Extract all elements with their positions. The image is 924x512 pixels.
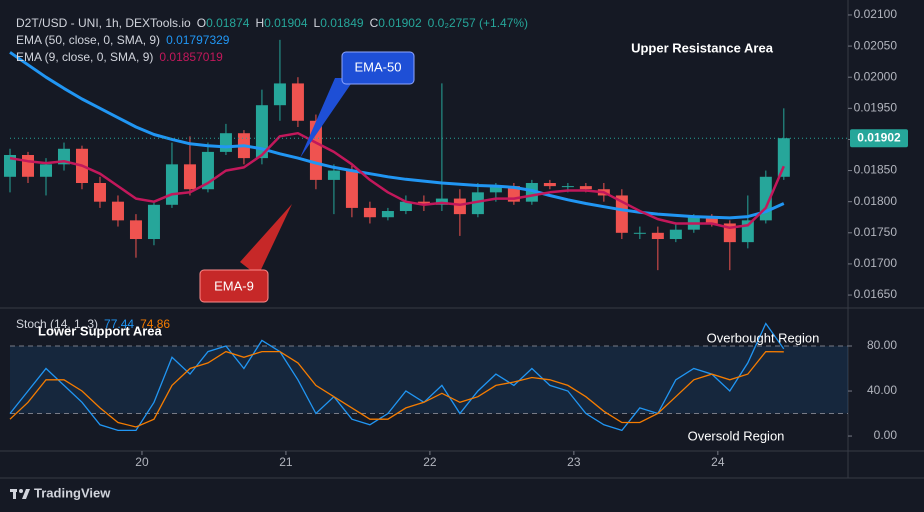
ohlc-value: 0.01874: [206, 16, 250, 30]
x-tick-label: 20: [135, 455, 149, 469]
brand-logo: [10, 489, 30, 499]
annotation: Oversold Region: [688, 428, 785, 443]
legend-value: 0.01797329: [166, 33, 230, 47]
annotation: Overbought Region: [707, 330, 820, 345]
ohlc-key: O: [197, 16, 206, 30]
logo-part: [22, 489, 30, 499]
price-change: 0.0₂2757 (+1.47%): [428, 16, 528, 30]
x-tick-label: 24: [711, 455, 725, 469]
y-tick-label: 0.01950: [854, 100, 898, 114]
y-tick-label: 0.02100: [854, 7, 898, 21]
candle-body: [255, 105, 268, 159]
candle-body: [4, 155, 16, 177]
annotation: EMA-50: [355, 59, 402, 74]
ohlc-key: L: [314, 16, 321, 30]
x-tick-label: 22: [423, 455, 437, 469]
ohlc-value: 0.01902: [378, 16, 422, 30]
candle-body: [615, 195, 628, 233]
candle-body: [579, 186, 592, 190]
x-tick-label: 23: [567, 455, 581, 469]
x-tick-label: 21: [279, 455, 293, 469]
ohlc-value: 0.01904: [264, 16, 308, 30]
logo-part: [13, 489, 16, 499]
y-tick-label: 0.01750: [854, 225, 898, 239]
y-tick-label: 0.02050: [854, 38, 898, 52]
candle-body: [129, 220, 142, 240]
candle-body: [705, 217, 718, 224]
callout-box: [199, 269, 269, 303]
callout-box: [341, 51, 415, 85]
candle-body: [345, 170, 358, 208]
candle-body: [471, 192, 484, 215]
candle-body: [21, 155, 34, 177]
candle-body: [39, 164, 52, 177]
ema-line: [9, 51, 785, 220]
y-tick-label: 40.00: [867, 383, 897, 397]
last-price-label: 0.01902: [857, 130, 901, 144]
logo-part: [19, 489, 23, 493]
last-price-badge: [850, 129, 908, 148]
annotation: Lower Support Area: [38, 323, 163, 338]
candle-body: [489, 186, 502, 193]
ema-line: [9, 131, 785, 230]
level-band: [10, 346, 848, 414]
y-tick-label: 0.02000: [854, 69, 898, 83]
candle-body: [399, 201, 412, 212]
y-tick-label: 80.00: [867, 338, 897, 352]
candle-body: [669, 229, 682, 240]
candle-body: [777, 138, 790, 177]
candle-body: [111, 201, 124, 221]
candle-body: [363, 207, 376, 218]
annotation: EMA-9: [214, 278, 254, 293]
ohlc-key: C: [370, 16, 379, 30]
candle-body: [183, 164, 196, 190]
ohlc-value: 0.01849: [320, 16, 364, 30]
legend-title: Stoch (14, 1, 3): [16, 317, 98, 331]
legend-value: 74.86: [140, 317, 170, 331]
candle-body: [561, 186, 574, 188]
y-tick-label: 0.01650: [854, 287, 898, 301]
candle-body: [453, 198, 466, 215]
y-tick-label: 0.01700: [854, 256, 898, 270]
candle-body: [633, 232, 646, 234]
candle-body: [381, 211, 394, 218]
candle-body: [93, 183, 106, 202]
legend-entry: EMA (50, close, 0, SMA, 9): [16, 33, 160, 47]
callout-pointer: [300, 78, 355, 158]
y-tick-label: 0.00: [874, 428, 898, 442]
stoch-line: [9, 350, 784, 428]
candle-body: [651, 232, 664, 240]
candle-body: [327, 170, 340, 180]
ohlc-key: H: [255, 16, 264, 30]
y-tick-label: 0.01800: [854, 194, 898, 208]
candle-body: [273, 83, 286, 106]
legend-value: 0.01857019: [159, 50, 223, 64]
annotation: Upper Resistance Area: [631, 40, 774, 55]
legend-value: 77.44: [104, 317, 134, 331]
candle-body: [291, 83, 304, 121]
candle-body: [147, 204, 160, 240]
candle-body: [417, 201, 430, 205]
legend-entry: EMA (9, close, 0, SMA, 9): [16, 50, 153, 64]
y-tick-label: 0.01850: [854, 163, 898, 177]
legend-title: D2T/USD - UNI, 1h, DEXTools.io: [16, 16, 191, 30]
brand-name: TradingView: [34, 485, 111, 500]
candle-body: [219, 133, 232, 152]
candle-body: [165, 164, 178, 205]
callout-pointer: [240, 204, 292, 276]
candle-body: [543, 183, 556, 187]
